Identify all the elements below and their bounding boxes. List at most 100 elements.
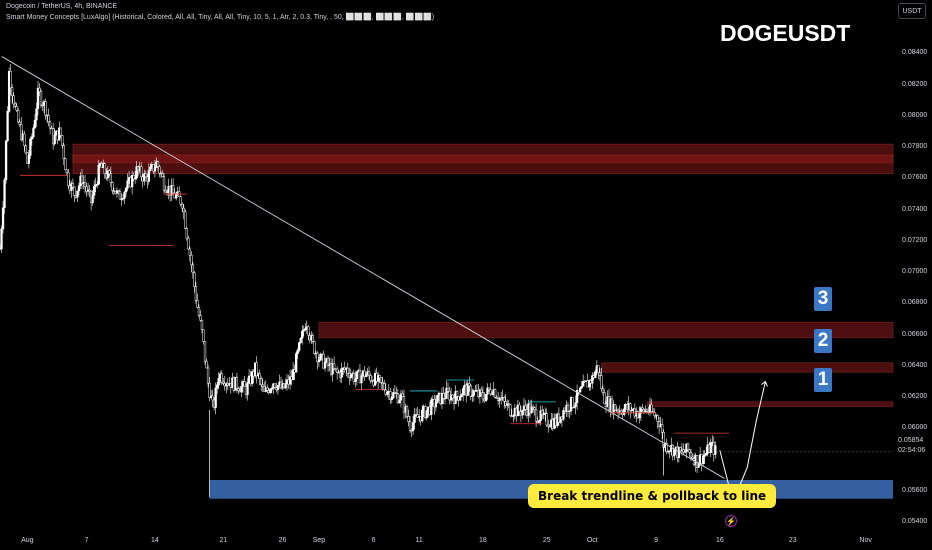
candle-body [83, 182, 87, 188]
candle-body [301, 330, 304, 339]
y-tick-label: 0.05600 [902, 486, 928, 494]
lightning-icon[interactable]: ⚡ [725, 515, 737, 527]
candle-body [208, 382, 211, 398]
candle-body [62, 145, 65, 160]
y-tick-label: 0.06200 [902, 393, 928, 401]
candle-body [164, 189, 167, 193]
candle-body [205, 360, 208, 369]
candle-body [59, 127, 62, 136]
candle-body [190, 254, 193, 266]
candle-body [471, 395, 474, 397]
candle-body [273, 383, 277, 388]
candle-body [258, 373, 261, 379]
candle-body [462, 387, 465, 396]
candle-body [360, 375, 363, 384]
candle-body [331, 363, 334, 375]
x-tick-label: 6 [371, 537, 376, 544]
candle-body [541, 410, 544, 416]
y-tick-label: 0.08000 [902, 111, 928, 119]
candle-body [291, 369, 295, 381]
candle-body [493, 389, 497, 398]
candle-body [440, 393, 444, 405]
candle-body [484, 394, 488, 402]
candle-body [545, 413, 548, 426]
candle-body [73, 186, 76, 196]
candle-body [220, 373, 223, 383]
candle-body [411, 422, 415, 431]
y-tick-label: 0.08200 [902, 80, 928, 88]
target-2-marker: 2 [814, 329, 832, 353]
candle-body [140, 166, 143, 178]
candle-body [61, 135, 64, 146]
candle-body [390, 397, 393, 400]
candle-body [117, 190, 120, 192]
candle-body [630, 409, 633, 412]
candle-body [80, 175, 84, 185]
candle-body [369, 375, 372, 381]
candle-body [572, 406, 576, 408]
x-tick-label: Sep [312, 537, 326, 544]
candle-body [679, 447, 682, 452]
candle-body [48, 121, 52, 129]
candle-body [47, 115, 50, 123]
candle-body [398, 399, 401, 404]
candle-body [405, 406, 409, 417]
x-tick-label: Oct [586, 537, 598, 544]
candle-body [709, 442, 712, 453]
candle-body [396, 393, 400, 404]
candle-body [243, 381, 246, 387]
candle-body [197, 307, 201, 316]
y-tick-label: 0.07000 [902, 268, 928, 276]
candle-body [307, 326, 310, 336]
candle-body [478, 389, 482, 397]
candle-body [296, 350, 299, 354]
candle-body [645, 409, 649, 412]
candle-body [158, 166, 161, 174]
candle-body [354, 378, 357, 382]
annotation-note: Break trendline & pollback to line [528, 484, 777, 508]
candle-body [434, 402, 438, 408]
candle-body [386, 392, 389, 395]
currency-badge[interactable]: USDT [898, 3, 926, 19]
candle-body [270, 388, 273, 390]
candle-body [185, 228, 188, 239]
last-price-value: 0.05854 [898, 437, 924, 444]
candle-body [294, 353, 298, 373]
candle-body [410, 430, 413, 432]
candle-body [495, 397, 498, 399]
candle-body [466, 383, 469, 396]
candle-body [203, 341, 207, 362]
candle-body [377, 375, 380, 382]
candle-body [103, 163, 106, 174]
candle-body [7, 71, 11, 112]
candle-body [445, 387, 448, 399]
x-tick-label: 14 [151, 537, 159, 544]
candle-body [487, 387, 491, 390]
candle-body [503, 396, 506, 402]
y-tick-label: 0.07800 [902, 143, 928, 151]
candle-body [217, 378, 220, 386]
candle-body [489, 389, 492, 395]
candle-body [255, 362, 258, 377]
candle-body [623, 408, 626, 415]
candle-body [413, 414, 416, 423]
candle-body [486, 387, 489, 395]
x-tick-label: 16 [715, 537, 724, 544]
candle-body [537, 420, 541, 423]
candle-body [261, 384, 264, 387]
candle-body [246, 382, 249, 395]
candle-body [20, 124, 23, 140]
candle-body [442, 393, 445, 399]
candle-body [689, 452, 693, 458]
candle-body [650, 404, 653, 412]
candle-body [380, 377, 383, 383]
candle-body [269, 389, 272, 394]
candle-body [299, 338, 302, 343]
indicator-legend[interactable]: Smart Money Concepts [LuxAlgo] (Historic… [6, 14, 435, 21]
resistance-zone-2 [72, 154, 894, 175]
candle-body [156, 161, 160, 167]
candle-body [132, 175, 135, 180]
candle-body [591, 375, 594, 384]
y-tick-label: 0.08400 [902, 49, 928, 57]
